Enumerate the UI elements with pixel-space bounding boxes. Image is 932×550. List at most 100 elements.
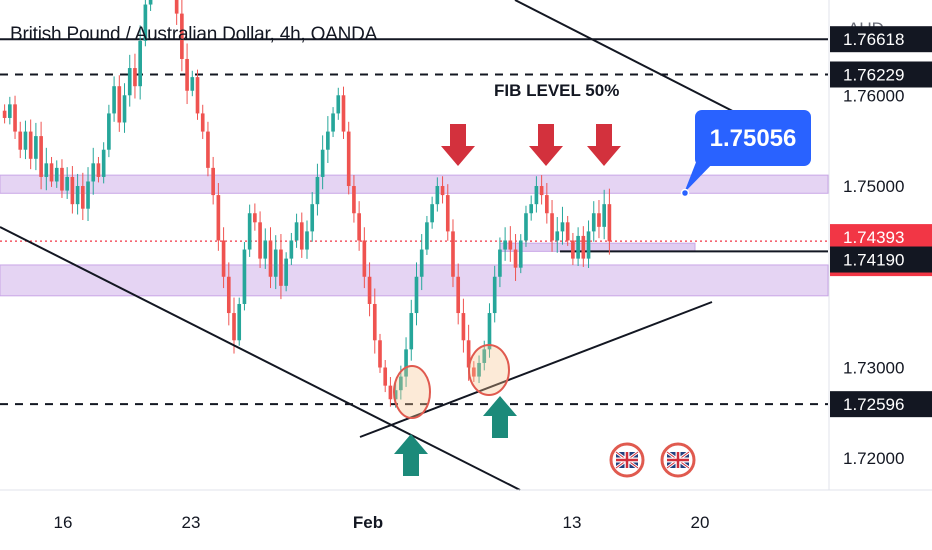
candle (123, 83, 127, 133)
candle-body (97, 163, 101, 177)
candle-body (86, 181, 90, 208)
callout-anchor-dot (682, 190, 689, 197)
candle-body (316, 177, 320, 204)
x-tick-label: 13 (563, 513, 582, 532)
candle (34, 123, 38, 170)
candle-body (258, 222, 262, 258)
candle (29, 120, 33, 170)
candle-body (576, 236, 580, 259)
up-arrow-icon (483, 396, 517, 438)
candle-body (34, 136, 38, 159)
candle-body (227, 277, 231, 313)
candle-body (503, 240, 507, 249)
candle-body (50, 163, 54, 181)
candle-body (107, 113, 111, 149)
candle (592, 201, 596, 242)
uk-flag-icon (611, 444, 643, 476)
candle-body (336, 95, 340, 113)
candle-body (128, 68, 132, 95)
candle (211, 157, 215, 205)
candle-body (44, 163, 48, 177)
x-tick-label: 20 (691, 513, 710, 532)
candle (582, 226, 586, 267)
candle (430, 197, 434, 229)
candle-body (326, 132, 330, 150)
candle (561, 207, 565, 245)
candle (587, 220, 591, 268)
candle-body (39, 136, 43, 177)
candle-body (60, 168, 64, 191)
candle (133, 54, 137, 99)
candle-body (415, 277, 419, 313)
candle (263, 228, 267, 269)
y-tick-label: 1.76000 (843, 86, 904, 105)
candle (295, 214, 299, 248)
candle (24, 121, 28, 159)
candle-body (409, 313, 413, 349)
candle-body (509, 240, 513, 249)
candle (571, 233, 575, 265)
candle-body (300, 222, 304, 249)
candle-body (566, 222, 570, 240)
candle (509, 226, 513, 262)
candle-body (342, 95, 346, 131)
candle-body (540, 186, 544, 195)
candle (357, 201, 361, 251)
candle-body (29, 132, 33, 159)
price-callout-text: 1.75056 (710, 125, 797, 152)
fib-level-annotation: FIB LEVEL 50% (494, 81, 619, 100)
candle-body (91, 163, 95, 181)
candle-body (211, 168, 215, 195)
down-arrow-icon (587, 124, 621, 166)
candle (425, 216, 429, 255)
candle-body (524, 213, 528, 240)
minor-zone (500, 243, 695, 251)
candle-body (243, 250, 247, 304)
candle-body (284, 259, 288, 286)
candle (71, 166, 75, 214)
candle-body (8, 104, 12, 118)
y-tick-label: 1.73000 (843, 359, 904, 378)
candle-body (206, 132, 210, 168)
candle (373, 288, 377, 353)
candle (342, 87, 346, 139)
candle-body (571, 240, 575, 258)
candle-body (493, 277, 497, 313)
candle (519, 234, 523, 273)
candle-body (290, 240, 294, 258)
candle-body (138, 41, 142, 86)
candle-body (373, 304, 377, 340)
candle-body (133, 68, 137, 86)
candle-body (529, 204, 533, 213)
candle (524, 206, 528, 247)
candle-body (347, 132, 351, 186)
candle-body (363, 240, 367, 276)
candle-body (305, 231, 309, 249)
candle (378, 334, 382, 373)
candle-body (321, 150, 325, 177)
candle-body (352, 186, 356, 213)
candle (316, 164, 320, 216)
candle-body (117, 86, 121, 122)
trend-line-upper (515, 0, 760, 125)
candle-body (24, 132, 28, 150)
candle-body (592, 213, 596, 231)
candle-body (149, 0, 153, 5)
candle (305, 220, 309, 258)
candle (201, 105, 205, 139)
candle (190, 71, 194, 96)
supply-demand-zone-1 (0, 175, 828, 193)
candle (284, 252, 288, 291)
candle (107, 105, 111, 157)
candle-body (253, 213, 257, 222)
candle-body (295, 222, 299, 240)
candle-body (71, 177, 75, 204)
candle-body (462, 313, 466, 340)
candle (576, 227, 580, 266)
y-tick-label: 1.72000 (843, 449, 904, 468)
candle (206, 122, 210, 176)
candle (253, 203, 257, 230)
candle-body (217, 195, 221, 240)
